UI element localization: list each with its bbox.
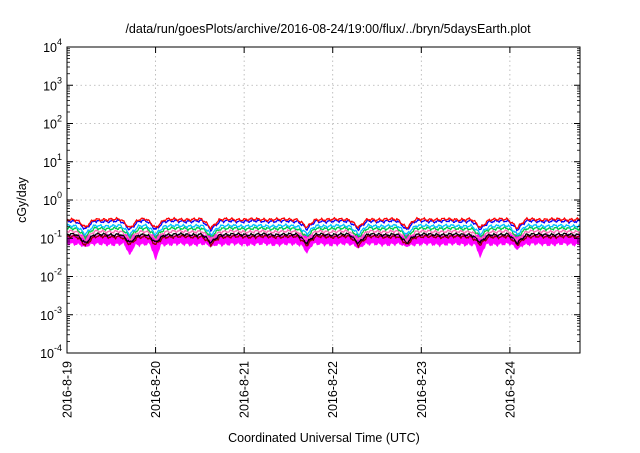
y-tick-label: 101 bbox=[43, 152, 62, 170]
series-line bbox=[66, 225, 581, 241]
x-axis-label: Coordinated Universal Time (UTC) bbox=[228, 431, 420, 445]
x-tick-label: 2016-8-24 bbox=[503, 361, 517, 418]
y-axis-label: cGy/day bbox=[15, 176, 29, 223]
series-line bbox=[67, 231, 581, 246]
series-line bbox=[66, 228, 581, 243]
series-line bbox=[66, 216, 581, 230]
series-band bbox=[66, 233, 581, 261]
grid bbox=[66, 47, 580, 353]
y-tick-label: 10-4 bbox=[40, 343, 62, 361]
y-tick-label: 104 bbox=[43, 37, 62, 55]
x-axis: 2016-8-19 2016-8-20 2016-8-21 2016-8-22 2016… bbox=[61, 47, 517, 418]
series-group bbox=[66, 216, 581, 261]
x-tick-label: 2016-8-20 bbox=[149, 361, 163, 418]
x-tick-label: 2016-8-23 bbox=[415, 361, 429, 418]
y-tick-label: 102 bbox=[43, 114, 62, 132]
y-tick-label: 10-3 bbox=[40, 305, 62, 323]
series-line bbox=[66, 233, 581, 249]
chart-title: /data/run/goesPlots/archive/2016-08-24/1… bbox=[125, 22, 531, 36]
y-tick-label: 103 bbox=[43, 75, 62, 93]
x-tick-label: 2016-8-21 bbox=[238, 361, 252, 418]
series-line bbox=[66, 222, 581, 237]
y-tick-label: 10-2 bbox=[40, 267, 62, 285]
y-tick-label: 10-1 bbox=[40, 228, 62, 246]
y-tick-label: 100 bbox=[43, 190, 62, 208]
x-tick-label: 2016-8-19 bbox=[61, 361, 75, 418]
x-tick-label: 2016-8-22 bbox=[326, 361, 340, 418]
